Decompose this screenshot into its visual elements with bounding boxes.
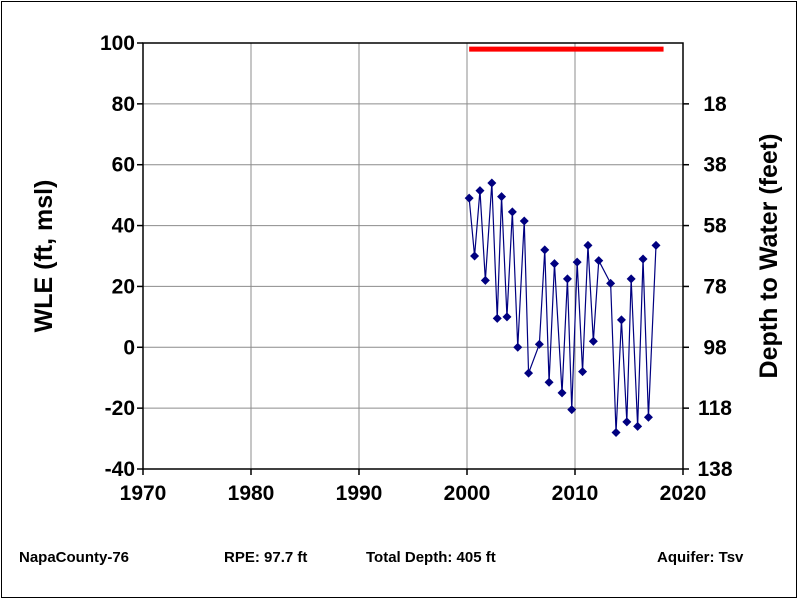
rpe-label: RPE: 97.7 ft [224, 549, 308, 566]
y-tick-label: -40 [105, 458, 135, 481]
data-point [464, 193, 474, 203]
data-point [557, 388, 567, 398]
data-point [651, 240, 661, 250]
data-point [540, 245, 550, 255]
data-point [583, 240, 593, 250]
y-axis-left: -40 -20 0 20 40 60 80 100 [100, 32, 143, 481]
data-point [638, 254, 648, 264]
y-tick-label: 40 [112, 215, 135, 238]
data-point [572, 257, 582, 267]
x-tick-label: 2020 [660, 482, 707, 505]
data-point [524, 368, 534, 378]
data-point [513, 342, 523, 352]
x-tick-label: 1980 [228, 482, 275, 505]
series-group [464, 178, 661, 437]
data-point [616, 315, 626, 325]
y-tick-label: 80 [112, 93, 135, 116]
data-point [588, 336, 598, 346]
aquifer-label: Aquifer: Tsv [657, 549, 744, 566]
y-tick-label: 60 [112, 154, 135, 177]
data-point [507, 207, 517, 217]
y2-tick-label: 58 [703, 215, 727, 238]
well-id-label: NapaCounty-76 [19, 549, 130, 566]
y2-tick-label: 18 [703, 93, 727, 116]
data-point [502, 312, 512, 322]
data-point [611, 427, 621, 437]
x-tick-label: 1990 [336, 482, 383, 505]
data-point [578, 367, 588, 377]
total-depth-label: Total Depth: 405 ft [366, 549, 496, 566]
data-point [622, 417, 632, 427]
x-tick-label: 2000 [444, 482, 491, 505]
plot-area [142, 42, 684, 470]
y2-tick-label: 138 [697, 458, 732, 481]
data-point [492, 313, 502, 323]
x-tick-label: 1970 [120, 482, 167, 505]
y2-tick-label: 98 [703, 336, 727, 359]
data-point [567, 405, 577, 415]
data-point [562, 274, 572, 284]
data-point [487, 178, 497, 188]
y2-tick-label: 118 [698, 397, 732, 420]
data-point [606, 278, 616, 288]
data-point [549, 259, 559, 269]
data-point [643, 412, 653, 422]
y-axis-right: 138 118 98 78 58 38 18 [683, 93, 733, 481]
y2-tick-label: 78 [703, 275, 727, 298]
data-point [633, 421, 643, 431]
y-tick-label: 20 [112, 275, 135, 298]
y-tick-label: 0 [123, 336, 135, 359]
y2-tick-label: 38 [703, 154, 727, 177]
data-point [497, 192, 507, 202]
y-tick-label: 100 [100, 32, 135, 55]
x-axis: 1970 1980 1990 2000 2010 2020 [120, 469, 707, 505]
data-point [626, 274, 636, 284]
data-point [544, 377, 554, 387]
y-tick-label: -20 [105, 397, 135, 420]
grid-lines [142, 42, 684, 470]
data-point [480, 275, 490, 285]
data-point [519, 216, 529, 226]
data-point [594, 256, 604, 266]
y-axis-title: WLE (ft, msl) [30, 180, 58, 333]
data-point [475, 186, 485, 196]
y2-axis-title: Depth to Water (feet) [755, 134, 783, 379]
data-point [534, 339, 544, 349]
x-tick-label: 2010 [552, 482, 599, 505]
data-point [470, 251, 480, 261]
